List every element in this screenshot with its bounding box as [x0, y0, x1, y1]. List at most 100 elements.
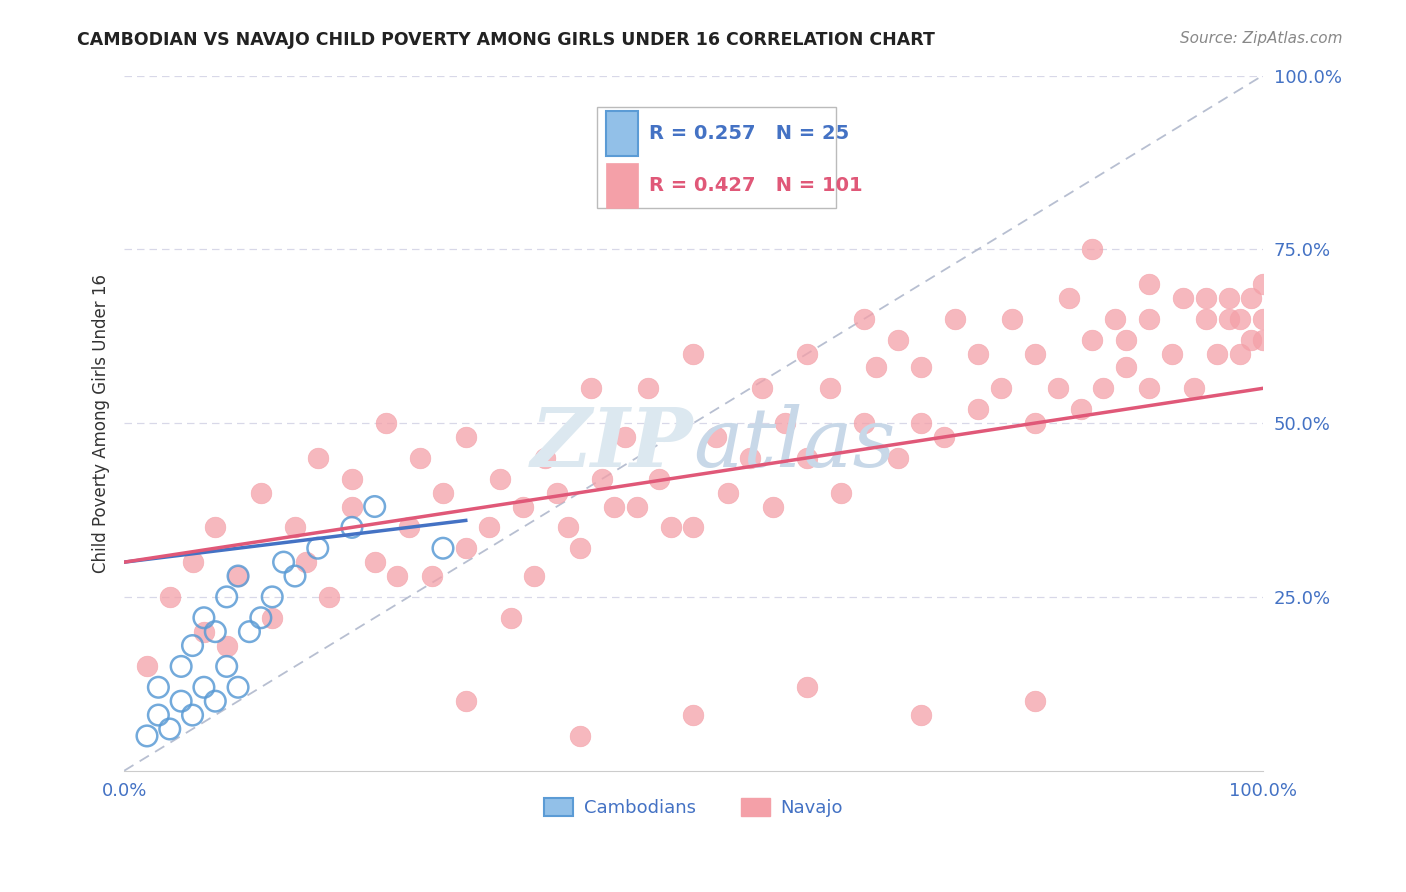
Point	[865, 360, 887, 375]
Point	[591, 472, 613, 486]
Point	[796, 680, 818, 694]
Point	[262, 611, 284, 625]
Point	[1206, 346, 1229, 360]
Point	[398, 520, 420, 534]
Point	[579, 381, 602, 395]
Point	[603, 500, 626, 514]
Text: atlas: atlas	[693, 404, 896, 484]
Point	[363, 500, 385, 514]
Point	[1092, 381, 1115, 395]
Point	[295, 555, 318, 569]
Point	[568, 541, 591, 556]
Point	[136, 659, 159, 673]
Point	[340, 472, 363, 486]
Point	[273, 555, 295, 569]
Point	[1137, 311, 1160, 326]
Point	[1195, 311, 1218, 326]
Point	[262, 590, 284, 604]
Text: ZIP: ZIP	[531, 404, 693, 484]
Point	[1182, 381, 1205, 395]
Point	[853, 311, 876, 326]
Point	[967, 346, 990, 360]
Point	[375, 416, 398, 430]
Point	[1218, 291, 1240, 305]
Point	[818, 381, 841, 395]
Point	[215, 659, 238, 673]
Point	[887, 333, 910, 347]
Point	[409, 450, 432, 465]
Point	[1251, 277, 1274, 291]
Point	[193, 680, 215, 694]
Point	[432, 541, 454, 556]
Point	[159, 722, 181, 736]
Point	[751, 381, 773, 395]
Point	[967, 402, 990, 417]
Point	[1115, 360, 1137, 375]
Point	[454, 541, 477, 556]
Point	[387, 569, 409, 583]
Point	[170, 659, 193, 673]
Point	[1024, 694, 1046, 708]
Point	[830, 485, 852, 500]
FancyBboxPatch shape	[606, 162, 638, 208]
Point	[181, 708, 204, 723]
Point	[1001, 311, 1024, 326]
Point	[226, 680, 249, 694]
Point	[1229, 311, 1251, 326]
Point	[1070, 402, 1092, 417]
Point	[1137, 381, 1160, 395]
Point	[990, 381, 1012, 395]
Point	[682, 520, 704, 534]
Point	[1046, 381, 1069, 395]
Point	[363, 555, 385, 569]
Point	[637, 381, 659, 395]
Point	[204, 520, 226, 534]
Point	[215, 590, 238, 604]
Point	[1057, 291, 1080, 305]
Point	[420, 569, 443, 583]
Point	[1104, 311, 1126, 326]
Text: R = 0.427   N = 101: R = 0.427 N = 101	[650, 176, 863, 194]
Point	[682, 708, 704, 723]
Point	[1251, 311, 1274, 326]
Point	[170, 694, 193, 708]
Y-axis label: Child Poverty Among Girls Under 16: Child Poverty Among Girls Under 16	[93, 274, 110, 573]
Point	[1137, 277, 1160, 291]
Point	[148, 708, 170, 723]
Point	[1218, 311, 1240, 326]
Point	[454, 694, 477, 708]
Point	[716, 485, 738, 500]
Point	[1115, 333, 1137, 347]
Point	[215, 639, 238, 653]
Point	[1024, 416, 1046, 430]
Point	[682, 346, 704, 360]
Point	[523, 569, 546, 583]
Text: R = 0.257   N = 25: R = 0.257 N = 25	[650, 124, 849, 143]
Point	[1251, 333, 1274, 347]
Point	[307, 541, 329, 556]
Point	[614, 430, 637, 444]
Point	[762, 500, 785, 514]
Point	[1195, 291, 1218, 305]
Point	[659, 520, 682, 534]
FancyBboxPatch shape	[606, 111, 638, 156]
Point	[307, 450, 329, 465]
Point	[489, 472, 512, 486]
Point	[557, 520, 579, 534]
Point	[1024, 346, 1046, 360]
Text: Source: ZipAtlas.com: Source: ZipAtlas.com	[1180, 31, 1343, 46]
Point	[740, 450, 762, 465]
Point	[796, 450, 818, 465]
Point	[136, 729, 159, 743]
Point	[501, 611, 523, 625]
Point	[204, 624, 226, 639]
Point	[318, 590, 340, 604]
Text: CAMBODIAN VS NAVAJO CHILD POVERTY AMONG GIRLS UNDER 16 CORRELATION CHART: CAMBODIAN VS NAVAJO CHILD POVERTY AMONG …	[77, 31, 935, 49]
Point	[910, 360, 932, 375]
Point	[204, 694, 226, 708]
Point	[238, 624, 260, 639]
Point	[181, 555, 204, 569]
Point	[1081, 242, 1104, 256]
Point	[226, 569, 249, 583]
Point	[432, 485, 454, 500]
